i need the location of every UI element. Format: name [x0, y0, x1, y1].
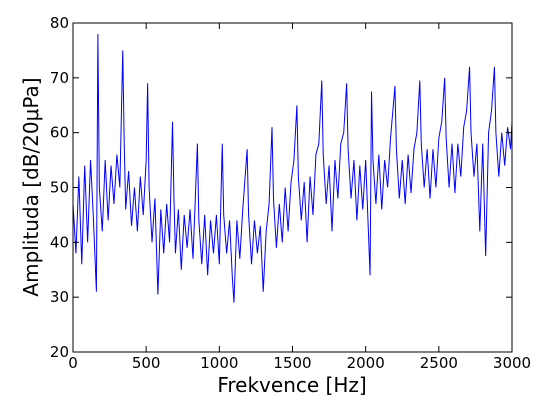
y-axis-label: Amplituda [dB/20μPa]: [19, 77, 43, 296]
data-line: [72, 33, 513, 303]
x-tick-label: 500: [132, 354, 161, 372]
plot-frame: [72, 22, 513, 353]
y-tick-label: 80: [50, 14, 69, 32]
x-tick-label: 0: [68, 354, 78, 372]
y-tick-label: 70: [50, 69, 69, 87]
x-tick-label: 2500: [420, 354, 458, 372]
plot-area: [73, 23, 512, 352]
x-tick-label: 2000: [347, 354, 385, 372]
y-tick-label: 50: [50, 179, 69, 197]
y-tick-label: 20: [50, 343, 69, 361]
y-tick-label: 40: [50, 233, 69, 251]
x-axis-label: Frekvence [Hz]: [217, 373, 366, 397]
y-tick-label: 30: [50, 288, 69, 306]
y-tick-label: 60: [50, 124, 69, 142]
x-tick-label: 3000: [493, 354, 531, 372]
x-tick-label: 1500: [273, 354, 311, 372]
x-tick-label: 1000: [200, 354, 238, 372]
